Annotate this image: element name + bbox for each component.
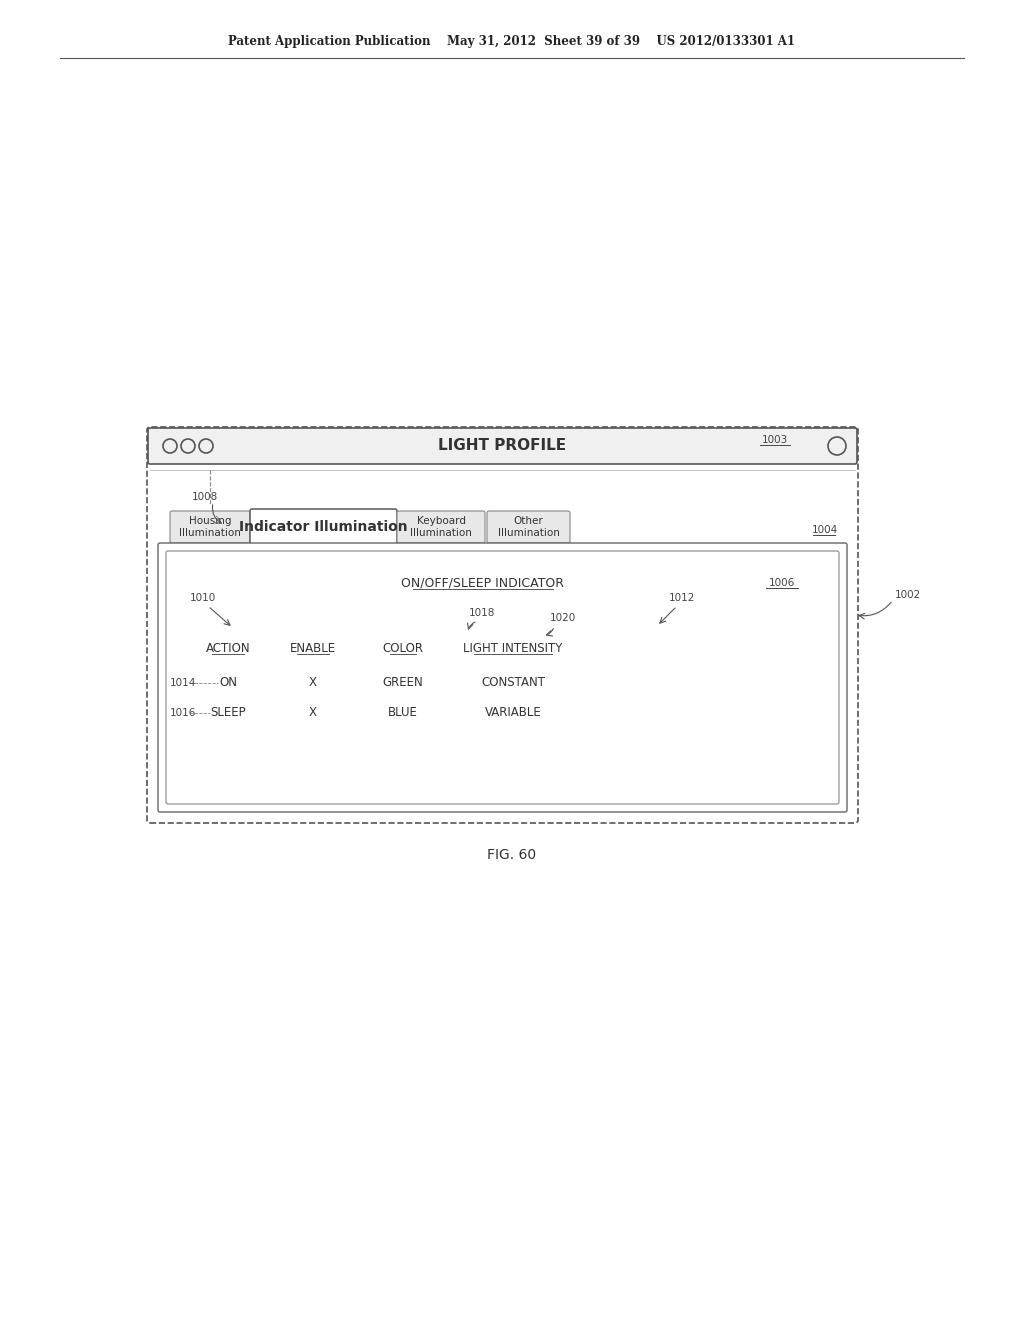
Text: 1020: 1020 (549, 612, 575, 623)
Text: CONSTANT: CONSTANT (481, 676, 545, 689)
Text: 1002: 1002 (895, 590, 922, 601)
FancyBboxPatch shape (148, 428, 857, 465)
Text: Keyboard
Illumination: Keyboard Illumination (410, 516, 472, 537)
Text: 1018: 1018 (469, 609, 496, 618)
Text: Indicator Illumination: Indicator Illumination (240, 520, 408, 535)
FancyBboxPatch shape (170, 511, 250, 543)
FancyBboxPatch shape (487, 511, 570, 543)
Text: FIG. 60: FIG. 60 (487, 847, 537, 862)
Text: COLOR: COLOR (383, 642, 424, 655)
Text: BLUE: BLUE (388, 706, 418, 719)
FancyBboxPatch shape (397, 511, 485, 543)
FancyBboxPatch shape (158, 543, 847, 812)
Text: SLEEP: SLEEP (210, 706, 246, 719)
Text: VARIABLE: VARIABLE (484, 706, 542, 719)
Text: ON/OFF/SLEEP INDICATOR: ON/OFF/SLEEP INDICATOR (401, 577, 564, 590)
Text: Patent Application Publication    May 31, 2012  Sheet 39 of 39    US 2012/013330: Patent Application Publication May 31, 2… (228, 36, 796, 49)
Text: X: X (309, 706, 317, 719)
Text: ON: ON (219, 676, 237, 689)
Text: 1004: 1004 (812, 525, 838, 535)
Text: X: X (309, 676, 317, 689)
Text: LIGHT INTENSITY: LIGHT INTENSITY (463, 642, 562, 655)
Text: 1012: 1012 (669, 593, 695, 603)
FancyBboxPatch shape (250, 510, 397, 546)
Text: GREEN: GREEN (383, 676, 423, 689)
Text: ENABLE: ENABLE (290, 642, 336, 655)
Text: Other
Illumination: Other Illumination (498, 516, 559, 537)
Text: LIGHT PROFILE: LIGHT PROFILE (438, 438, 566, 454)
Text: Housing
Illumination: Housing Illumination (179, 516, 241, 537)
Text: ACTION: ACTION (206, 642, 250, 655)
FancyBboxPatch shape (166, 550, 839, 804)
Text: 1006: 1006 (769, 578, 795, 587)
Text: 1014: 1014 (170, 678, 197, 688)
Text: 1016: 1016 (170, 708, 197, 718)
Text: 1008: 1008 (191, 492, 218, 502)
Text: 1003: 1003 (762, 436, 788, 445)
FancyBboxPatch shape (147, 426, 858, 822)
Text: 1010: 1010 (189, 593, 216, 603)
